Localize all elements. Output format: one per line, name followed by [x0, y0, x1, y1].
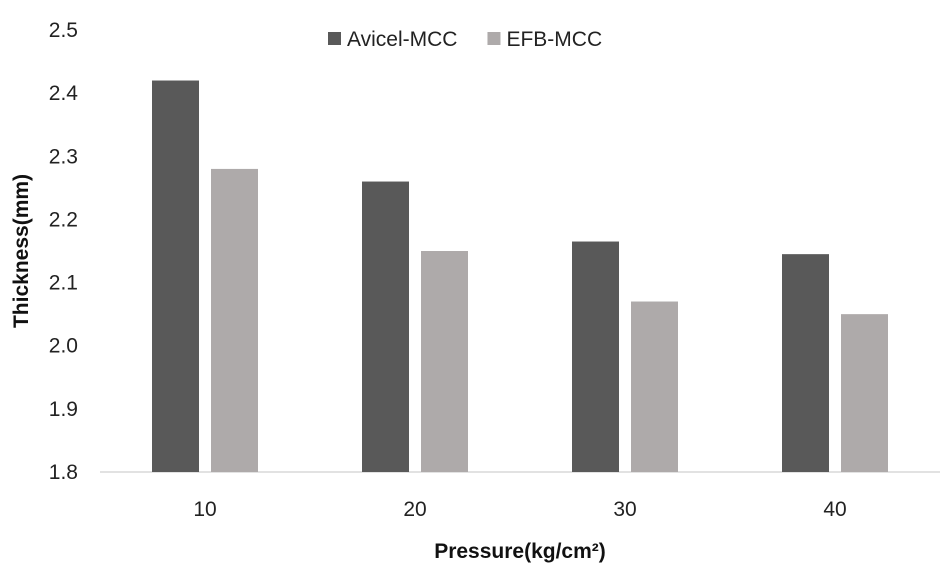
bar-avicel-mcc-20: [362, 181, 409, 473]
bar-avicel-mcc-40: [782, 254, 829, 472]
bar-efb-mcc-30: [631, 301, 678, 472]
y-axis-title: Thickness(mm): [10, 174, 33, 328]
legend-swatch-efb-mcc: [487, 32, 501, 45]
bar-efb-mcc-40: [841, 314, 888, 472]
y-tick-label: 2.2: [49, 208, 78, 231]
legend: Avicel-MCC EFB-MCC: [328, 28, 602, 51]
y-tick-label: 2.0: [49, 335, 78, 358]
bar-efb-mcc-10: [211, 168, 258, 472]
y-tick-label: 2.4: [49, 82, 79, 105]
bar-avicel-mcc-30: [572, 241, 619, 472]
x-axis-title: Pressure(kg/cm²): [434, 540, 606, 563]
x-axis-ticks: 10 20 30 40: [193, 498, 846, 521]
bars: [152, 80, 888, 473]
x-tick-label: 20: [403, 498, 426, 521]
y-tick-label: 2.3: [49, 145, 78, 168]
bar-efb-mcc-20: [421, 251, 468, 472]
legend-label: EFB-MCC: [506, 28, 602, 51]
y-tick-label: 2.1: [49, 272, 78, 295]
legend-label: Avicel-MCC: [347, 28, 457, 51]
legend-swatch-avicel-mcc: [328, 32, 341, 45]
x-tick-label: 30: [613, 498, 636, 521]
y-tick-label: 1.8: [49, 461, 78, 484]
bar-avicel-mcc-10: [152, 80, 199, 472]
x-tick-label: 40: [823, 498, 846, 521]
x-tick-label: 10: [193, 498, 216, 521]
y-axis-ticks: 1.8 1.9 2.0 2.1 2.2 2.3 2.4 2.5: [49, 19, 79, 484]
y-tick-label: 2.5: [49, 19, 78, 42]
y-tick-label: 1.9: [49, 398, 78, 421]
